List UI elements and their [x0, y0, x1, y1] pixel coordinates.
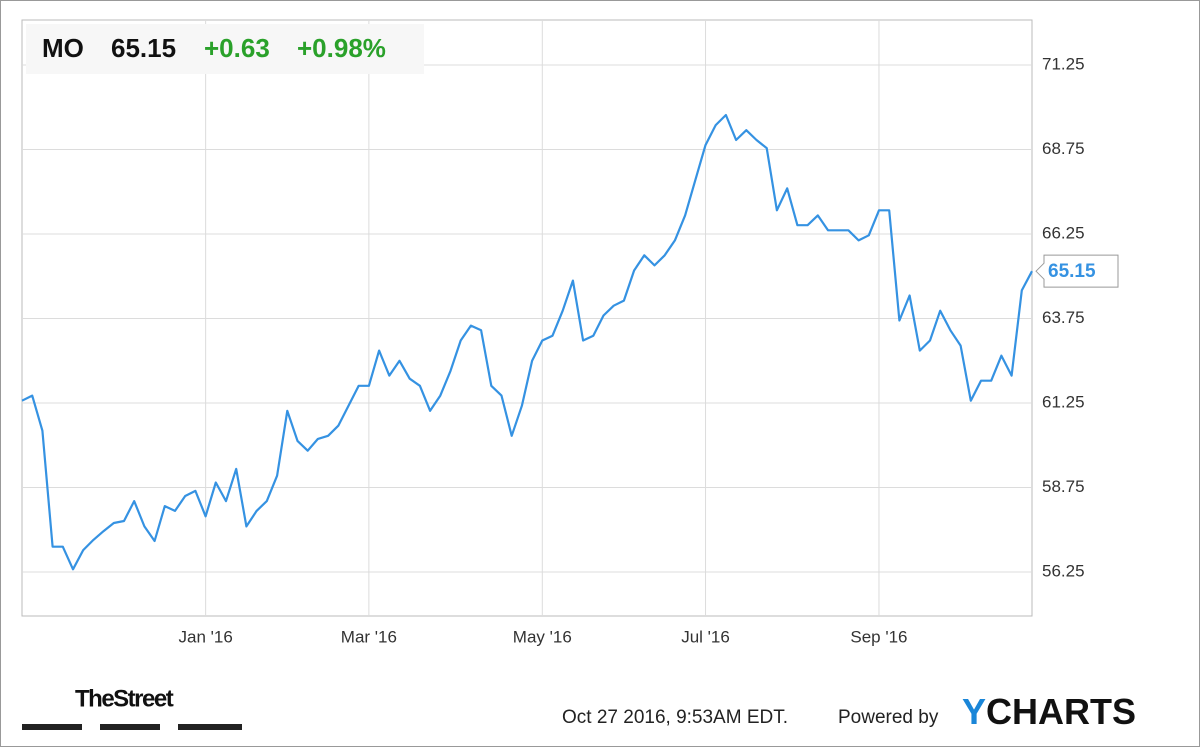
y-tick-label: 68.75	[1042, 139, 1085, 158]
logo: TheStreet	[75, 685, 174, 712]
powered-by: Powered by	[838, 707, 939, 728]
brand-rest: CHARTS	[986, 691, 1136, 732]
y-tick-label: 58.75	[1042, 477, 1085, 496]
brand-y: Y	[962, 691, 986, 732]
brand: YCHARTS	[962, 691, 1136, 732]
y-tick-label: 71.25	[1042, 54, 1085, 73]
plot-area	[21, 19, 1033, 617]
change: +0.63	[204, 33, 270, 63]
y-tick-label: 66.25	[1042, 223, 1085, 242]
last-value-label: 65.15	[1048, 261, 1096, 282]
logo-bar	[178, 724, 242, 730]
x-tick-label: May '16	[513, 627, 572, 646]
logo-bar	[22, 724, 82, 730]
timestamp: Oct 27 2016, 9:53AM EDT.	[562, 707, 788, 728]
plot	[21, 113, 1033, 571]
y-tick-label: 61.25	[1042, 393, 1085, 412]
ticker: MO	[42, 33, 84, 63]
price-line	[21, 113, 1033, 571]
x-tick-label: Sep '16	[850, 627, 907, 646]
grid	[22, 20, 1032, 616]
y-tick-label: 56.25	[1042, 562, 1085, 581]
header-box	[26, 24, 424, 74]
price: 65.15	[111, 33, 176, 63]
logo-bar	[100, 724, 160, 730]
last-value-box	[1035, 254, 1119, 288]
x-tick-label: Mar '16	[341, 627, 397, 646]
y-tick-label: 63.75	[1042, 308, 1085, 327]
x-tick-label: Jul '16	[681, 627, 730, 646]
change-pct: +0.98%	[297, 33, 386, 63]
x-tick-label: Jan '16	[178, 627, 232, 646]
